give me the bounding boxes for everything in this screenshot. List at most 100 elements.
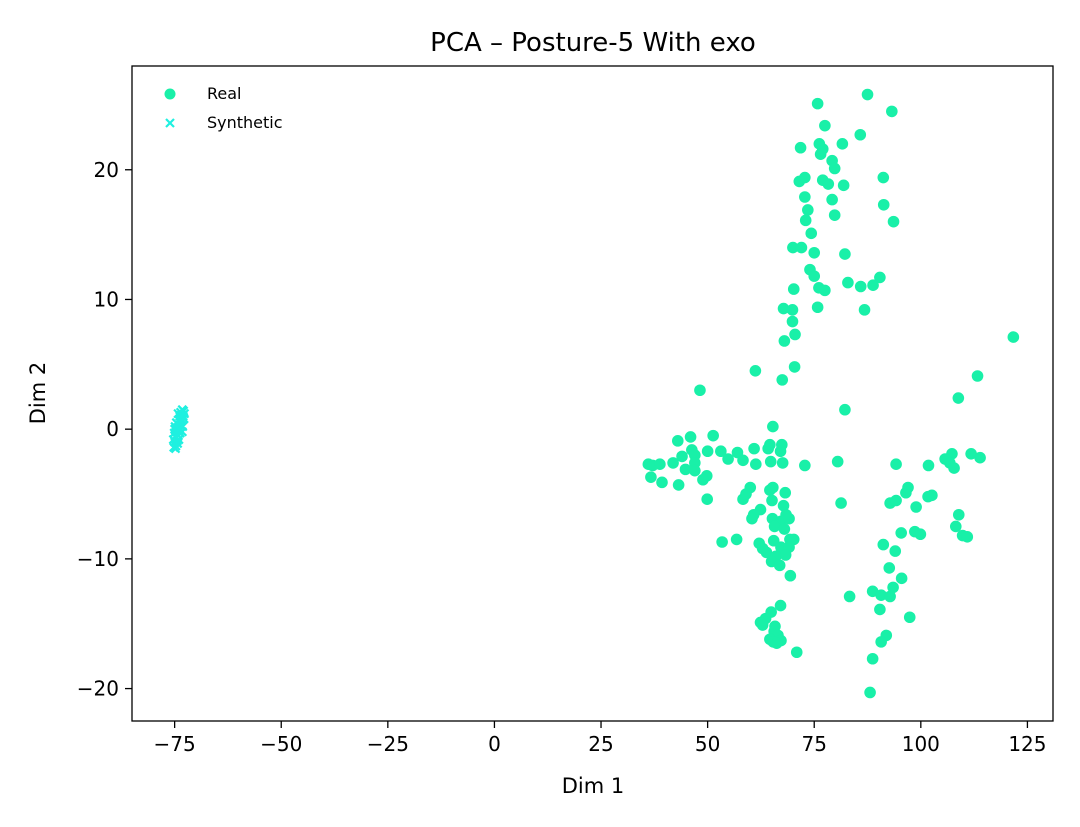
points-layer (168, 88, 1020, 699)
legend-item-synthetic: Synthetic (165, 113, 283, 132)
real-point (776, 374, 789, 386)
real-point (795, 241, 808, 254)
synthetic-point (170, 443, 181, 454)
real-point (737, 454, 749, 467)
real-point (715, 445, 727, 458)
real-point (767, 420, 779, 433)
real-point (836, 138, 849, 150)
real-point (858, 304, 871, 316)
real-point (819, 119, 831, 132)
real-point (902, 481, 914, 494)
real-point (877, 198, 890, 211)
real-point (819, 284, 831, 297)
real-point (656, 476, 668, 489)
real-point (654, 458, 666, 470)
y-tick-label: 0 (106, 417, 119, 441)
x-axis-label: Dim 1 (562, 774, 625, 798)
real-point (822, 178, 835, 190)
real-point (778, 523, 791, 535)
real-point (756, 542, 769, 555)
y-tick-label: 20 (94, 158, 119, 182)
real-point (783, 512, 795, 525)
real-point (835, 497, 847, 509)
real-point (808, 246, 821, 259)
real-point (831, 455, 844, 468)
real-point (794, 141, 807, 154)
real-point (779, 486, 792, 499)
legend-label-synthetic: Synthetic (207, 113, 283, 132)
real-point (861, 88, 874, 101)
real-point (952, 392, 965, 404)
real-point (837, 179, 850, 192)
real-point (910, 501, 922, 513)
real-point (802, 204, 814, 216)
x-tick-label: −50 (260, 732, 302, 756)
plot-frame (131, 65, 1054, 722)
real-point (766, 494, 778, 507)
real-point (948, 462, 960, 474)
real-point (778, 335, 791, 347)
real-point (874, 271, 886, 284)
real-point (877, 171, 890, 184)
real-point (748, 442, 760, 455)
chart-title: PCA – Posture-5 With exo (430, 28, 756, 58)
real-point (716, 536, 728, 548)
real-point (949, 520, 962, 533)
real-point (730, 533, 743, 546)
legend: Real Synthetic (164, 84, 283, 132)
legend-marker-real (164, 88, 176, 100)
real-point (952, 508, 965, 521)
real-point (701, 493, 713, 506)
real-point (965, 448, 977, 460)
real-point (784, 569, 797, 582)
real-point (843, 590, 856, 603)
real-point (839, 403, 851, 416)
real-point (774, 445, 787, 458)
real-point (842, 276, 854, 289)
real-point (799, 459, 811, 472)
real-point (805, 227, 818, 240)
real-point (777, 499, 790, 512)
real-point (645, 471, 657, 483)
real-point (722, 453, 734, 465)
real-point (746, 512, 758, 525)
real-point (740, 488, 752, 500)
real-point (684, 431, 697, 443)
real-point (776, 457, 789, 469)
real-point (914, 528, 927, 541)
real-point (875, 636, 887, 648)
real-point (811, 301, 824, 314)
legend-item-real: Real (164, 84, 242, 103)
real-point (756, 619, 769, 631)
real-point (839, 248, 851, 260)
real-point (890, 494, 902, 507)
real-point (890, 458, 902, 470)
x-tick-label: 25 (588, 732, 613, 756)
real-point (767, 481, 779, 494)
y-tick-label: −20 (77, 677, 119, 701)
real-point (749, 365, 762, 377)
real-point (697, 473, 709, 486)
real-point (765, 606, 777, 618)
real-point (764, 455, 777, 468)
real-point (864, 686, 876, 699)
x-tick-label: 50 (695, 732, 720, 756)
real-point (903, 611, 916, 624)
real-point (786, 304, 799, 316)
real-point (770, 637, 783, 649)
real-point (676, 450, 688, 463)
real-point (1007, 331, 1020, 343)
real-point (750, 458, 762, 470)
real-point (707, 429, 719, 442)
real-point (854, 280, 867, 293)
synthetic-point (177, 426, 188, 437)
synthetic-point (175, 416, 186, 427)
real-point (793, 175, 806, 188)
x-axis-ticks: −75 −50 −25 0 25 50 75 100 125 (154, 721, 1047, 756)
real-point (799, 214, 812, 227)
synthetic-point (179, 408, 190, 419)
real-point (828, 162, 841, 175)
real-point (867, 279, 879, 291)
